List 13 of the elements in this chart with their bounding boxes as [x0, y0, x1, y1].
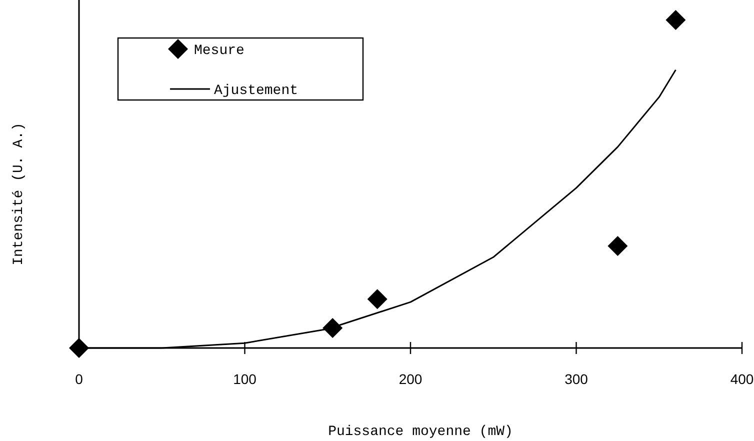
x-axis-title: Puissance moyenne (mW): [328, 424, 513, 440]
y-axis-title: Intensité (U. A.): [11, 122, 27, 266]
point: [666, 10, 686, 30]
point: [69, 338, 89, 358]
legend-label: Mesure: [194, 43, 244, 59]
x-tick-label: 300: [564, 371, 588, 387]
x-tick-label: 0: [75, 371, 84, 387]
point: [367, 289, 388, 310]
x-tick-label: 400: [730, 371, 754, 387]
x-tick-label: 200: [398, 371, 422, 387]
x-tick-label: 100: [233, 371, 257, 387]
point: [608, 236, 628, 256]
legend-label: Ajustement: [214, 83, 298, 99]
